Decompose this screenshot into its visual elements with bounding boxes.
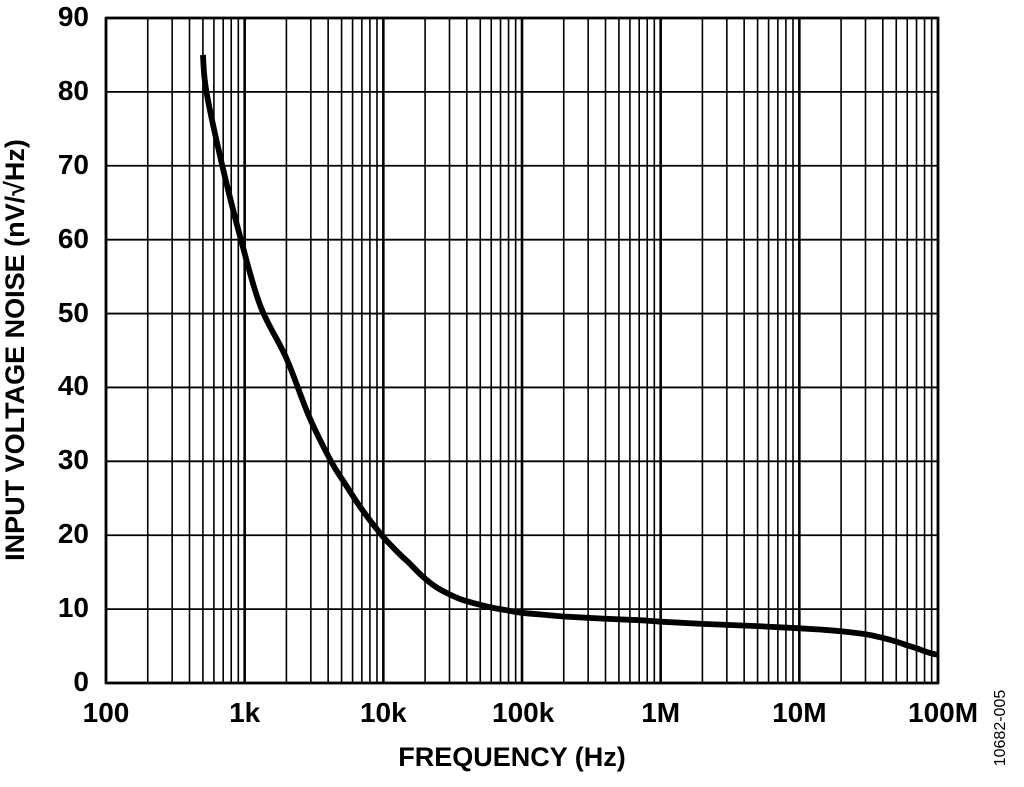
- svg-text:INPUT VOLTAGE NOISE (nV/√Hz): INPUT VOLTAGE NOISE (nV/√Hz): [0, 139, 30, 561]
- svg-text:10682-005: 10682-005: [992, 690, 1009, 767]
